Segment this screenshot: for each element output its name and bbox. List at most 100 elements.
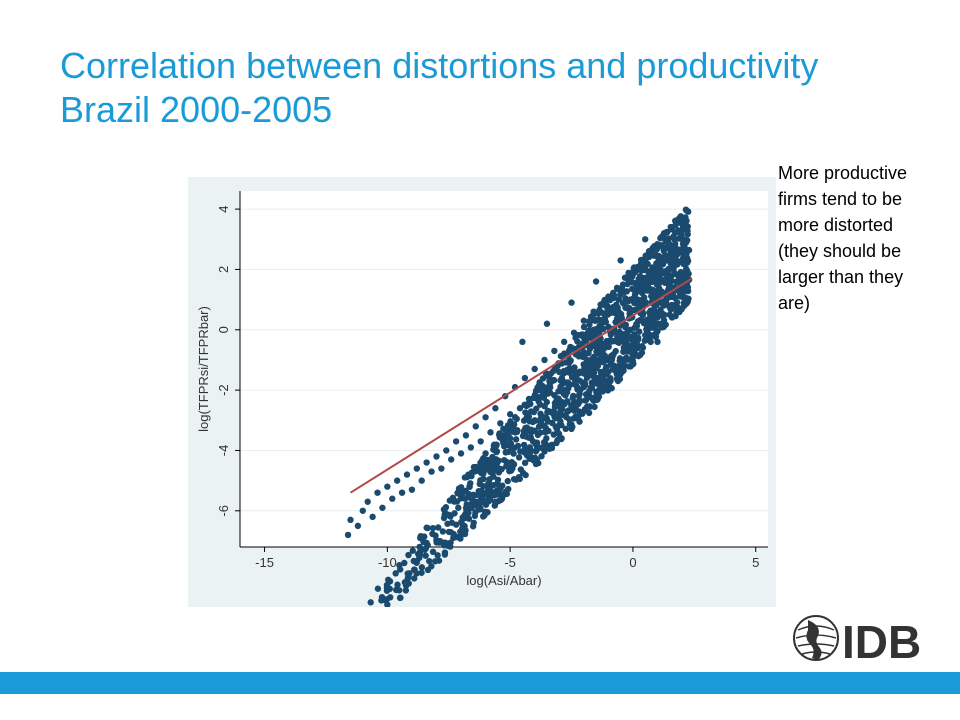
- data-point: [552, 414, 560, 422]
- data-point: [477, 497, 484, 505]
- data-point: [569, 345, 577, 352]
- data-point: [379, 504, 386, 511]
- scatter-chart-svg: -6 -4 -2 0 2 4 -15 -10 -5 0 5 log(Asi/Abar) log(TF…: [196, 191, 768, 607]
- data-point: [623, 338, 630, 345]
- data-point: [468, 504, 475, 512]
- data-point: [459, 524, 467, 531]
- data-point: [574, 386, 581, 393]
- data-point: [394, 581, 401, 588]
- data-point: [594, 395, 602, 403]
- data-point: [631, 291, 639, 298]
- data-point: [650, 292, 657, 300]
- data-point: [495, 457, 502, 464]
- data-point: [374, 585, 382, 592]
- data-point: [575, 350, 583, 358]
- data-point: [591, 403, 598, 411]
- data-point: [514, 442, 522, 450]
- data-point: [493, 448, 501, 455]
- data-point: [683, 207, 691, 214]
- data-point: [583, 336, 590, 344]
- data-point: [520, 417, 528, 424]
- data-point: [619, 366, 626, 373]
- data-point: [668, 301, 676, 309]
- data-point: [648, 317, 655, 325]
- data-point: [668, 246, 676, 253]
- data-point: [369, 513, 376, 521]
- data-point: [625, 363, 633, 370]
- data-point: [504, 477, 511, 485]
- data-point: [683, 299, 691, 306]
- y-tick-label: -4: [216, 445, 231, 457]
- trend-line-group: [349, 277, 693, 494]
- data-point: [563, 389, 571, 396]
- data-point: [679, 225, 686, 233]
- data-point: [684, 231, 691, 238]
- data-point: [434, 552, 441, 559]
- data-point: [554, 437, 561, 444]
- data-point: [652, 266, 659, 273]
- slide-title: Correlation between distortions and prod…: [60, 44, 940, 132]
- data-point: [601, 383, 609, 391]
- axes: [239, 191, 768, 548]
- data-point: [409, 547, 416, 554]
- data-point: [607, 377, 614, 385]
- data-point: [526, 444, 534, 451]
- data-point: [619, 360, 626, 368]
- data-point: [621, 298, 628, 306]
- data-point: [527, 426, 535, 433]
- data-point: [592, 278, 600, 285]
- data-point: [453, 498, 461, 505]
- data-point: [424, 524, 431, 532]
- data-point: [642, 299, 649, 307]
- ticks: -6 -4 -2 0 2 4 -15 -10 -5 0 5: [216, 205, 759, 570]
- data-point: [393, 477, 401, 484]
- data-point: [493, 441, 500, 448]
- data-point: [564, 379, 572, 386]
- data-point: [448, 456, 455, 463]
- globe-icon: [793, 615, 839, 661]
- data-point: [590, 308, 597, 315]
- data-point: [411, 575, 418, 582]
- data-point: [611, 309, 619, 317]
- data-point: [543, 320, 551, 327]
- data-point: [672, 306, 680, 313]
- data-point: [506, 411, 514, 418]
- data-point: [487, 429, 494, 436]
- data-point: [554, 428, 561, 436]
- data-point: [629, 337, 637, 344]
- data-point: [654, 338, 661, 346]
- data-point: [661, 279, 668, 286]
- data-point: [669, 224, 676, 231]
- data-point: [585, 331, 592, 339]
- data-point: [588, 363, 596, 370]
- data-point: [592, 378, 599, 385]
- data-point: [601, 310, 609, 318]
- data-point: [615, 296, 623, 303]
- data-point: [520, 431, 528, 438]
- data-point: [609, 354, 616, 361]
- data-point: [673, 299, 681, 306]
- data-point: [685, 270, 692, 278]
- data-point: [506, 435, 514, 442]
- data-point: [485, 480, 492, 487]
- data-point: [603, 354, 610, 362]
- data-point: [515, 454, 523, 461]
- data-point: [590, 330, 597, 337]
- y-tick-label: -6: [216, 505, 231, 517]
- data-point: [422, 552, 429, 559]
- data-point: [480, 470, 487, 477]
- data-point: [344, 531, 352, 539]
- data-point: [438, 465, 445, 472]
- data-point: [423, 459, 430, 466]
- data-point: [597, 374, 605, 381]
- data-point: [638, 349, 646, 356]
- data-point: [482, 414, 489, 421]
- data-point: [605, 294, 613, 302]
- data-point: [564, 398, 571, 405]
- data-point: [629, 269, 637, 276]
- data-point: [418, 545, 425, 553]
- data-point: [585, 369, 592, 377]
- data-point: [507, 467, 515, 474]
- data-point: [512, 436, 520, 443]
- scatter-chart: -6 -4 -2 0 2 4 -15 -10 -5 0 5 log(Asi/Abar) log(TF…: [188, 177, 776, 607]
